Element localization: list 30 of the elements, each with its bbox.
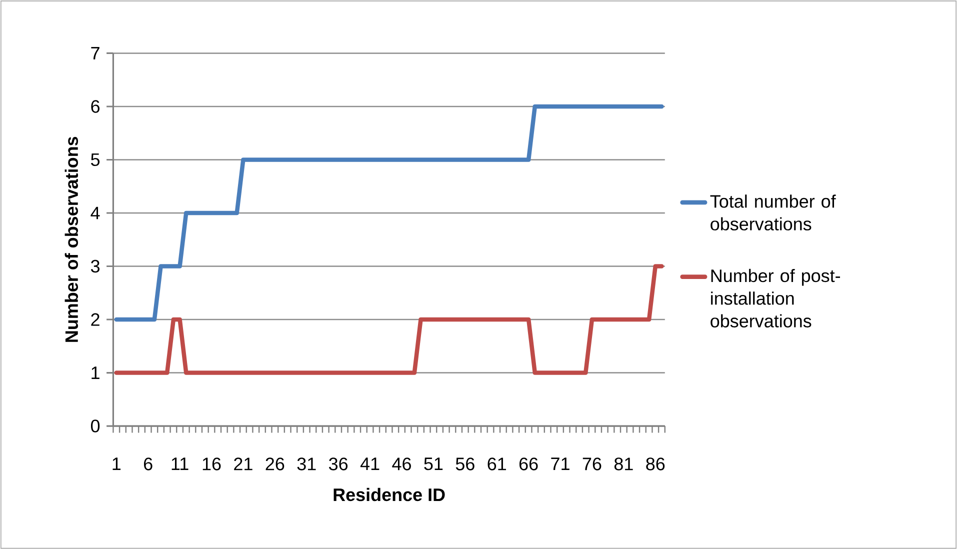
y-tick-label: 1 [92, 366, 100, 379]
y-tick-label: 2 [91, 313, 100, 326]
x-tick-label: 16 [202, 457, 221, 470]
x-tick-label: 51 [424, 458, 443, 470]
x-tick-label: 46 [392, 457, 411, 470]
y-tick-label: 6 [91, 100, 100, 113]
x-tick-label: 76 [582, 457, 602, 470]
y-axis-title: Number of observations [64, 136, 78, 342]
y-tick-label: 3 [90, 260, 100, 273]
x-axis-title: Residence ID [334, 488, 445, 502]
x-tick-label: 81 [614, 457, 633, 470]
x-tick-label: 66 [519, 457, 538, 470]
x-tick-label: 71 [551, 458, 570, 470]
x-tick-label: 11 [172, 458, 188, 470]
y-tick-label: 5 [90, 153, 100, 166]
x-tick-label: 36 [329, 457, 348, 470]
x-tick-label: 21 [234, 457, 252, 470]
y-tick-label: 7 [91, 46, 100, 60]
x-tick-label: 56 [456, 457, 474, 470]
x-tick-label: 41 [360, 458, 380, 470]
legend-label: Total number of observations [710, 194, 836, 230]
legend-label: Number of post-installation observations [710, 268, 840, 328]
y-tick-label: 4 [90, 206, 100, 220]
x-tick-label: 6 [144, 457, 152, 470]
y-tick-label: 0 [90, 420, 100, 432]
x-tick-label: 31 [297, 457, 316, 470]
x-tick-label: 1 [112, 458, 121, 470]
x-tick-label: 86 [646, 457, 665, 470]
x-tick-label: 26 [266, 457, 284, 470]
x-tick-label: 61 [488, 457, 506, 470]
